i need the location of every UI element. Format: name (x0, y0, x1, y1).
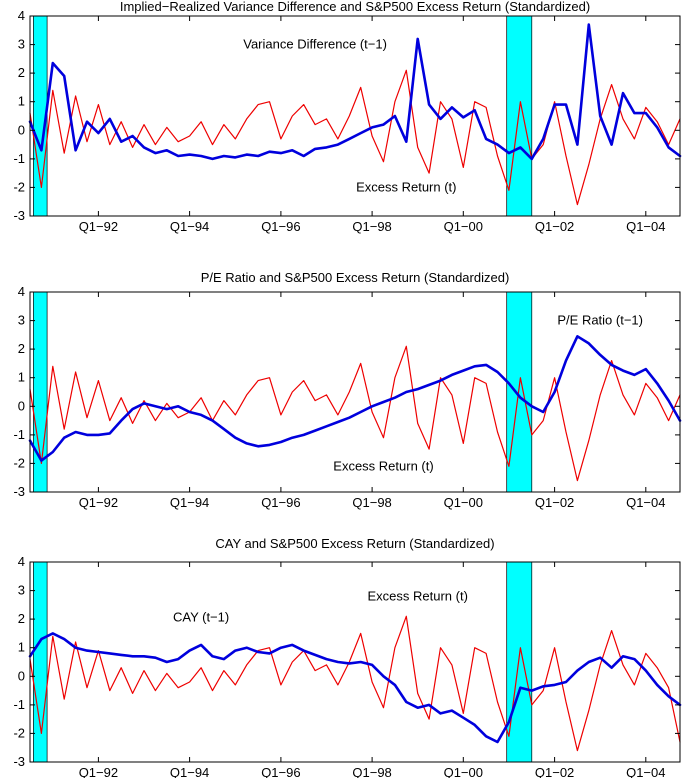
y-tick-label: -2 (13, 455, 25, 470)
y-tick-label: -1 (13, 427, 25, 442)
y-tick-label: -3 (13, 484, 25, 499)
y-tick-label: -2 (13, 725, 25, 740)
recession-band (33, 291, 48, 493)
y-tick-label: 3 (18, 583, 25, 598)
x-tick-label: Q1−04 (626, 495, 665, 510)
variance-difference-chart-panel: Implied−Realized Variance Difference and… (13, 0, 682, 234)
y-tick-label: 4 (18, 8, 25, 23)
y-tick-label: -1 (13, 151, 25, 166)
chart-title-pe-ratio: P/E Ratio and S&P500 Excess Return (Stan… (201, 270, 510, 285)
x-tick-label: Q1−94 (170, 219, 209, 234)
y-tick-label: 2 (18, 341, 25, 356)
series-line-cay (28, 632, 682, 744)
series-annotation: CAY (t−1) (173, 610, 229, 625)
x-tick-label: Q1−98 (352, 495, 391, 510)
series-line-excess-return (29, 345, 681, 482)
y-tick-label: -1 (13, 697, 25, 712)
cay-plot-area: -3 -2 -1 0 1 2 3 4 Q1−92 Q1−94 Q1−96 Q1−98 Q1−00 Q1−0… (13, 554, 682, 778)
recession-band (506, 291, 533, 493)
x-tick-label: Q1−02 (535, 219, 574, 234)
cay-chart-panel: CAY and S&P500 Excess Return (Standardiz… (13, 536, 682, 778)
series-annotation: Excess Return (t) (356, 179, 456, 194)
pe-ratio-plot-area: -3 -2 -1 0 1 2 3 4 Q1−92 Q1−94 Q1−96 Q1−98 Q1−00 Q1−0… (13, 284, 682, 510)
recession-band (506, 561, 533, 763)
x-tick-label: Q1−04 (626, 765, 665, 778)
y-tick-label: 0 (18, 398, 25, 413)
x-tick-label: Q1−96 (261, 495, 300, 510)
y-tick-label: 1 (18, 370, 25, 385)
series-annotation: Variance Difference (t−1) (243, 37, 387, 52)
x-tick-label: Q1−02 (535, 765, 574, 778)
x-tick-label: Q1−02 (535, 495, 574, 510)
y-tick-label: 4 (18, 554, 25, 569)
x-tick-label: Q1−94 (170, 495, 209, 510)
y-tick-label: 0 (18, 668, 25, 683)
x-tick-label: Q1−00 (444, 765, 483, 778)
y-tick-label: 3 (18, 37, 25, 52)
x-tick-label: Q1−92 (79, 219, 118, 234)
chart-title-cay: CAY and S&P500 Excess Return (Standardiz… (215, 536, 494, 551)
chart-title-variance-difference: Implied−Realized Variance Difference and… (120, 0, 590, 14)
x-tick-label: Q1−94 (170, 765, 209, 778)
y-tick-label: 1 (18, 640, 25, 655)
y-tick-label: 1 (18, 94, 25, 109)
pe-ratio-chart-panel: P/E Ratio and S&P500 Excess Return (Stan… (13, 270, 682, 510)
y-tick-label: 3 (18, 313, 25, 328)
x-tick-label: Q1−96 (261, 765, 300, 778)
recession-band (33, 561, 48, 763)
series-line-variance-difference (28, 23, 682, 161)
variance-difference-plot-area: -3 -2 -1 0 1 2 3 4 Q1−92 Q1−94 Q1−96 Q1−98 Q1−00 Q1−0… (13, 8, 682, 234)
x-tick-label: Q1−98 (352, 219, 391, 234)
series-line-pe-ratio (28, 335, 682, 462)
y-tick-label: 2 (18, 611, 25, 626)
x-tick-label: Q1−04 (626, 219, 665, 234)
series-annotation: Excess Return (t) (367, 588, 467, 603)
x-tick-label: Q1−00 (444, 219, 483, 234)
y-tick-label: -3 (13, 208, 25, 223)
series-line-excess-return (29, 615, 681, 752)
axes-box (29, 15, 681, 217)
series-line-excess-return (29, 69, 681, 206)
axes-box (29, 561, 681, 763)
axes-box (29, 291, 681, 493)
y-tick-label: 4 (18, 284, 25, 299)
series-annotation: P/E Ratio (t−1) (557, 313, 643, 328)
y-tick-label: -2 (13, 179, 25, 194)
x-tick-label: Q1−96 (261, 219, 300, 234)
x-tick-label: Q1−98 (352, 765, 391, 778)
x-tick-label: Q1−92 (79, 495, 118, 510)
y-tick-label: 2 (18, 65, 25, 80)
series-annotation: Excess Return (t) (333, 458, 433, 473)
x-tick-label: Q1−92 (79, 765, 118, 778)
y-tick-label: -3 (13, 754, 25, 769)
recession-band (506, 15, 533, 217)
y-tick-label: 0 (18, 122, 25, 137)
x-tick-label: Q1−00 (444, 495, 483, 510)
